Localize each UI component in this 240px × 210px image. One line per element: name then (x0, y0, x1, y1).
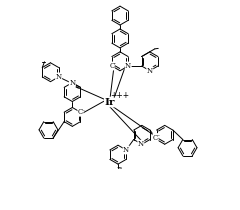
Text: -: - (114, 62, 115, 67)
Text: Ir: Ir (105, 97, 115, 106)
Text: -: - (82, 108, 84, 113)
Text: N: N (123, 146, 129, 154)
Text: C: C (109, 62, 114, 70)
Text: C: C (153, 134, 158, 142)
Text: N: N (125, 62, 131, 70)
Text: N: N (138, 140, 144, 148)
Text: N: N (56, 73, 62, 81)
Text: C: C (78, 108, 83, 116)
Text: +++: +++ (110, 91, 130, 100)
Text: N: N (69, 79, 75, 87)
Text: N: N (147, 67, 153, 75)
Text: -: - (157, 133, 159, 138)
